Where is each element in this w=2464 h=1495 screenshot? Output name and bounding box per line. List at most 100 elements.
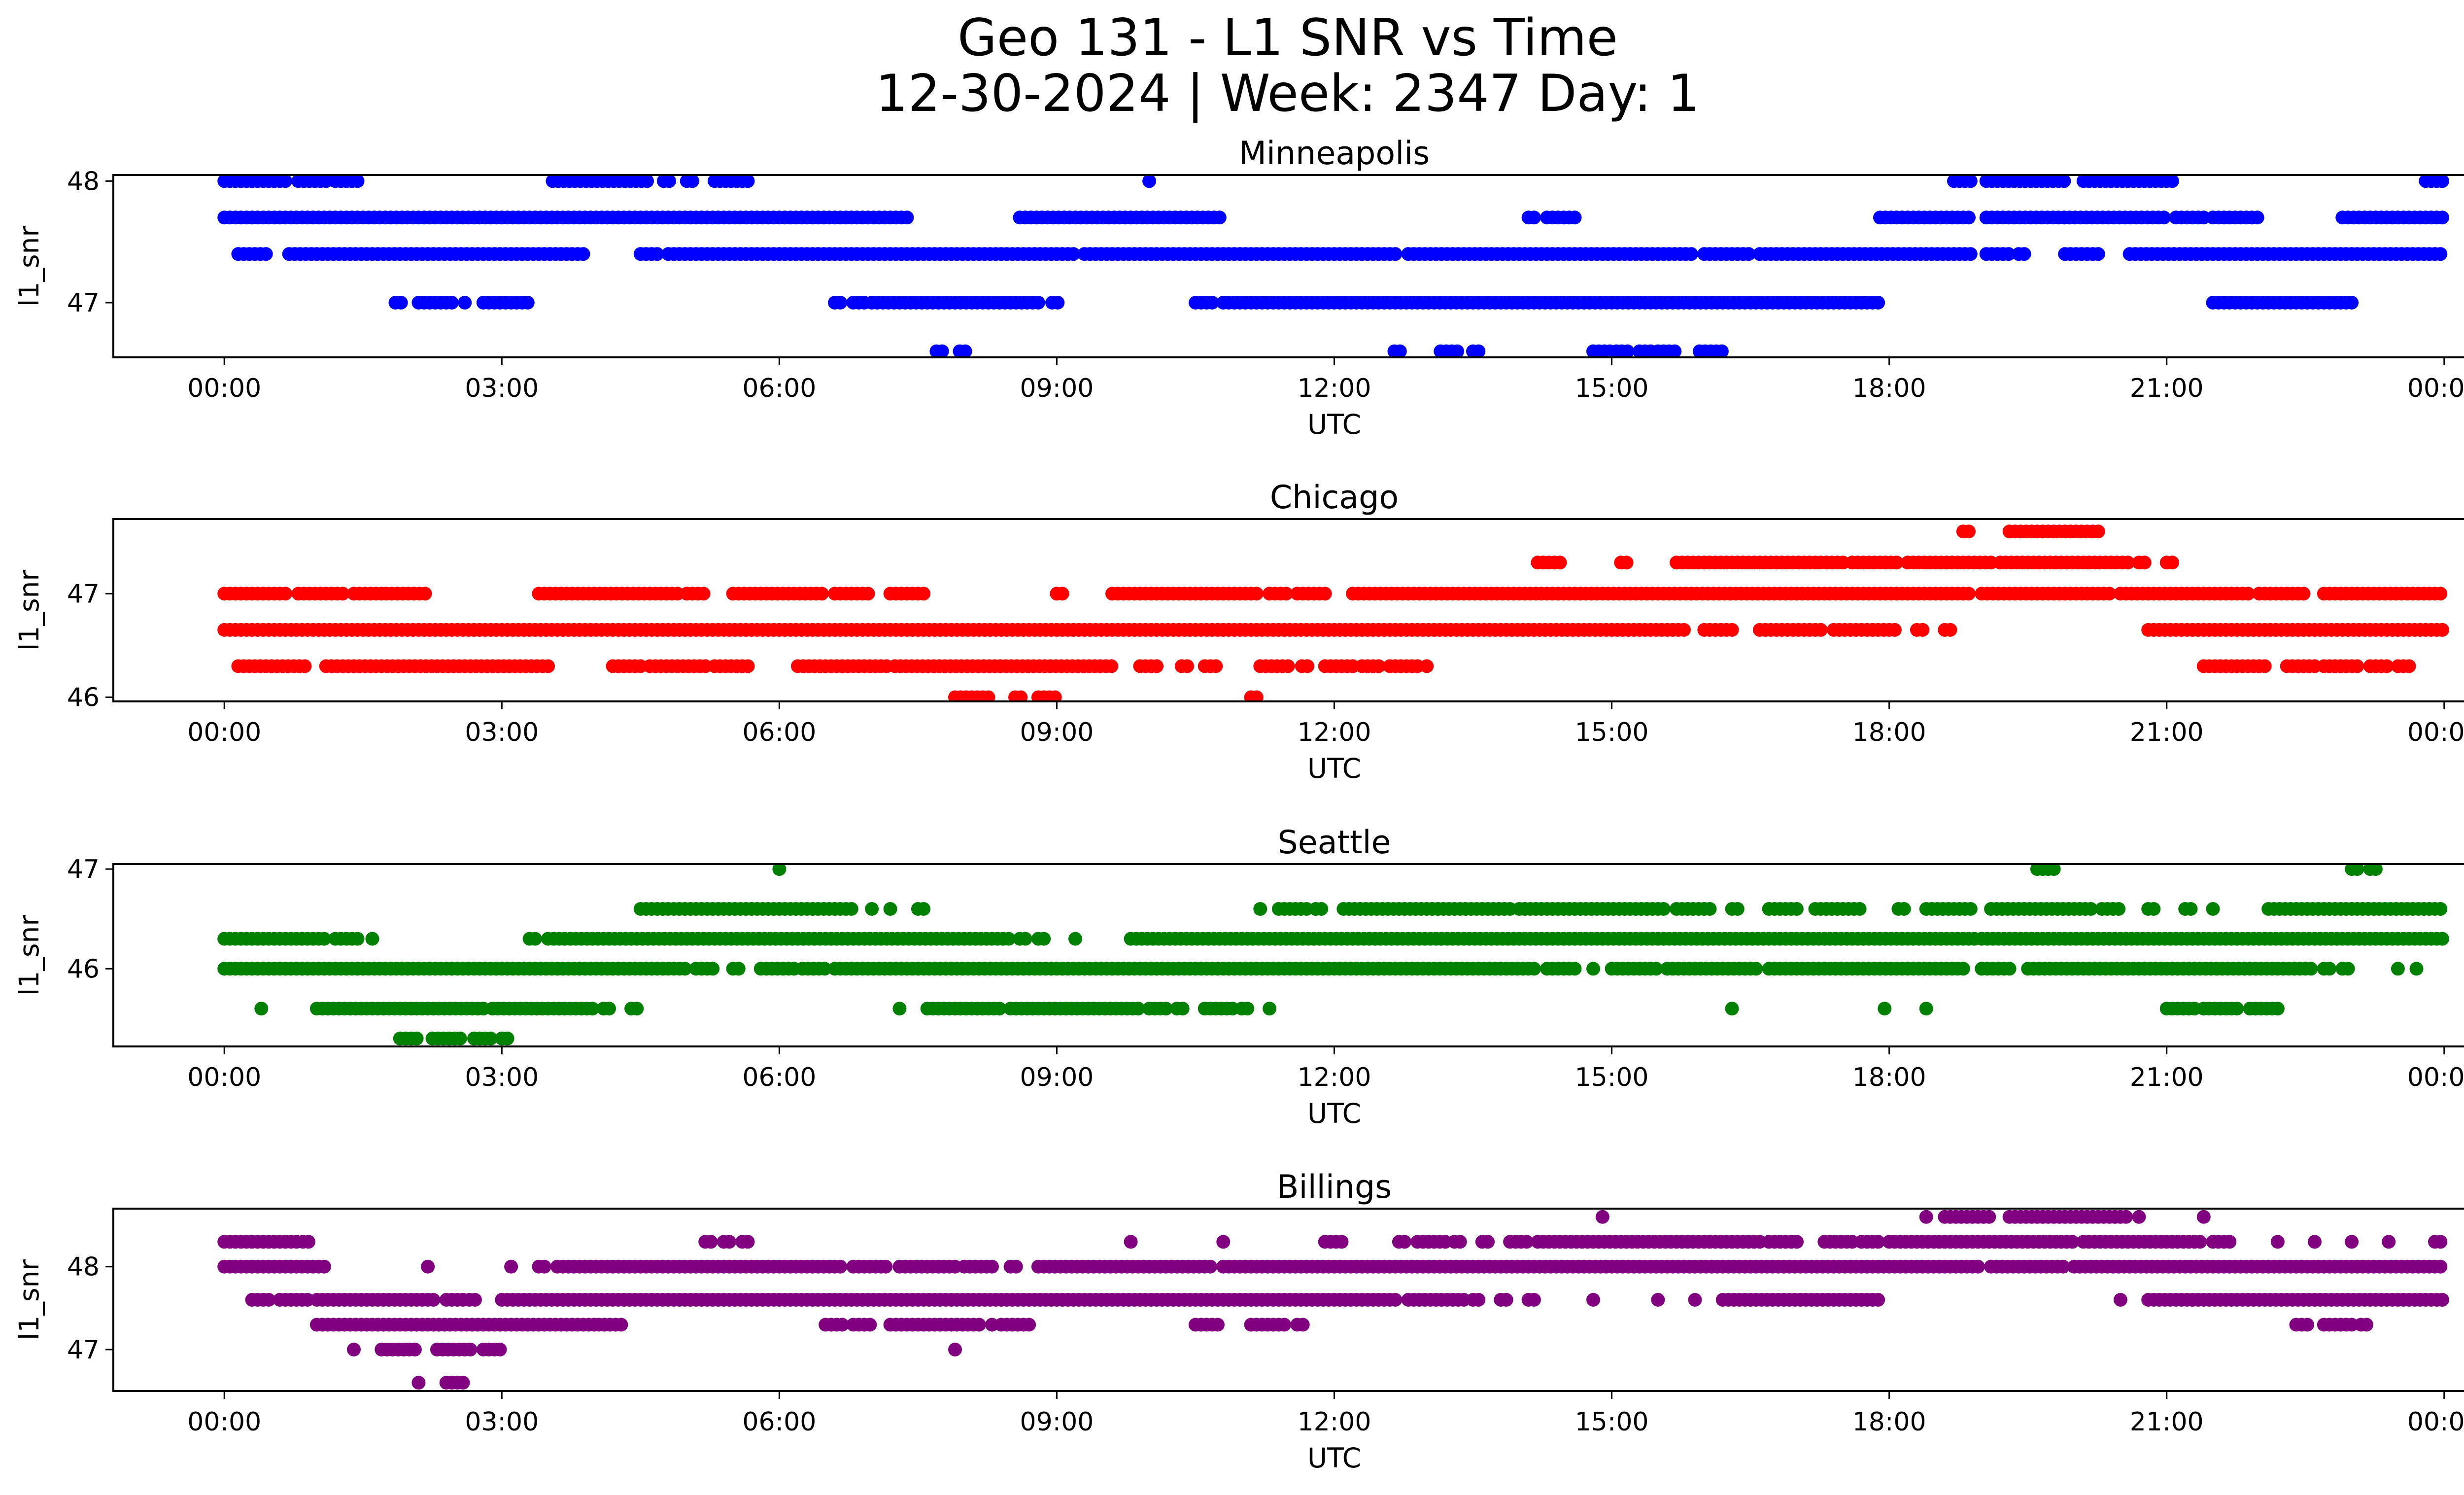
data-point xyxy=(278,175,293,188)
data-point xyxy=(2433,247,2448,261)
x-tick-label: 00:00 xyxy=(2407,374,2464,403)
data-point xyxy=(2184,902,2198,916)
x-tick-label: 00:00 xyxy=(187,1063,261,1092)
data-point xyxy=(1066,247,1081,261)
data-point xyxy=(844,902,858,916)
data-point xyxy=(2241,587,2255,601)
panel-title: Billings xyxy=(1277,1169,1392,1206)
data-point xyxy=(1037,932,1051,946)
data-point xyxy=(1249,587,1264,601)
data-point xyxy=(520,296,535,310)
data-point xyxy=(2206,902,2220,916)
data-point xyxy=(741,175,755,188)
x-tick-label: 00:00 xyxy=(187,374,261,403)
data-point xyxy=(1104,659,1119,673)
data-point xyxy=(2258,659,2272,673)
y-axis-label: l1_snr xyxy=(13,570,45,651)
data-point xyxy=(958,344,972,357)
data-point xyxy=(948,1342,962,1356)
data-point xyxy=(2091,524,2105,539)
data-point xyxy=(1897,902,1911,916)
x-tick-label: 15:00 xyxy=(1575,1407,1649,1437)
figure-title-line2: 12-30-2024 | Week: 2347 Day: 1 xyxy=(876,64,1700,123)
data-point xyxy=(411,1376,426,1390)
data-point xyxy=(1725,1002,1739,1016)
x-tick-label: 15:00 xyxy=(1575,374,1649,403)
x-tick-label: 21:00 xyxy=(2130,1407,2204,1437)
data-point xyxy=(2433,1235,2448,1249)
x-tick-label: 12:00 xyxy=(1298,1407,1371,1437)
data-point xyxy=(2300,1318,2314,1332)
data-point xyxy=(1688,1293,1702,1307)
data-point xyxy=(1131,1002,1145,1016)
data-point xyxy=(2132,1210,2146,1224)
y-tick-label: 48 xyxy=(67,167,100,196)
x-tick-label: 00:00 xyxy=(2407,1407,2464,1437)
data-point xyxy=(1651,1293,1665,1307)
data-point xyxy=(815,587,829,601)
x-tick-label: 18:00 xyxy=(1852,1063,1926,1092)
y-axis-label: l1_snr xyxy=(13,226,45,307)
data-point xyxy=(972,1318,986,1332)
data-point xyxy=(254,1002,269,1016)
figure-title-line1: Geo 131 - L1 SNR vs Time xyxy=(958,8,1618,68)
y-tick-label: 47 xyxy=(67,1335,100,1365)
data-point xyxy=(892,1002,907,1016)
data-point xyxy=(2065,1235,2080,1249)
data-point xyxy=(2119,1210,2133,1224)
data-point xyxy=(1450,344,1465,357)
data-point xyxy=(1253,902,1267,916)
axes-frame xyxy=(112,518,2464,702)
data-point xyxy=(2193,1235,2207,1249)
data-point xyxy=(1527,962,1541,976)
data-point xyxy=(2380,659,2394,673)
data-point xyxy=(336,587,350,601)
x-tick-label: 03:00 xyxy=(465,1407,539,1437)
data-point xyxy=(2250,210,2264,225)
x-axis-label: UTC xyxy=(1307,1098,1361,1129)
data-point xyxy=(528,932,542,946)
data-point xyxy=(2435,932,2449,946)
panel-minneapolis: Minneapolis 00:00 03:00 06:00 09:00 12:00 15:0… xyxy=(13,135,2464,440)
data-point xyxy=(1472,344,1486,357)
data-point xyxy=(1371,659,1386,673)
data-point xyxy=(704,1235,718,1249)
y-tick-label: 47 xyxy=(67,579,100,609)
data-point xyxy=(1263,1002,1277,1016)
data-point xyxy=(1568,962,1582,976)
data-point xyxy=(2047,864,2061,876)
data-point xyxy=(365,932,379,946)
x-tick-label: 06:00 xyxy=(742,718,816,747)
data-point xyxy=(630,1002,644,1016)
data-point xyxy=(1668,344,1682,357)
data-point xyxy=(1277,1318,1292,1332)
x-tick-label: 03:00 xyxy=(465,1063,539,1092)
data-point xyxy=(537,1259,551,1274)
data-point xyxy=(1656,902,1671,916)
data-point xyxy=(585,1002,600,1016)
data-point xyxy=(1684,247,1698,261)
data-point xyxy=(1703,902,1717,916)
data-point xyxy=(262,1293,276,1307)
data-point xyxy=(1943,623,1957,637)
data-point xyxy=(394,296,408,310)
data-point xyxy=(2223,1235,2237,1249)
data-point xyxy=(640,175,654,188)
data-point xyxy=(350,175,365,188)
x-tick-label: 18:00 xyxy=(1852,718,1926,747)
x-tick-label: 09:00 xyxy=(1020,718,1094,747)
data-point xyxy=(2296,587,2311,601)
y-axis-label: l1_snr xyxy=(13,915,45,996)
data-point xyxy=(1159,1002,1173,1016)
data-point xyxy=(992,1002,1007,1016)
data-point xyxy=(1963,175,1978,188)
data-point xyxy=(2137,556,2152,570)
data-point xyxy=(259,247,273,261)
data-point xyxy=(863,1318,877,1332)
x-tick-label: 12:00 xyxy=(1298,718,1371,747)
data-point xyxy=(1048,690,1062,701)
data-point xyxy=(1314,902,1329,916)
data-point xyxy=(935,344,949,357)
data-point xyxy=(1962,587,1976,601)
